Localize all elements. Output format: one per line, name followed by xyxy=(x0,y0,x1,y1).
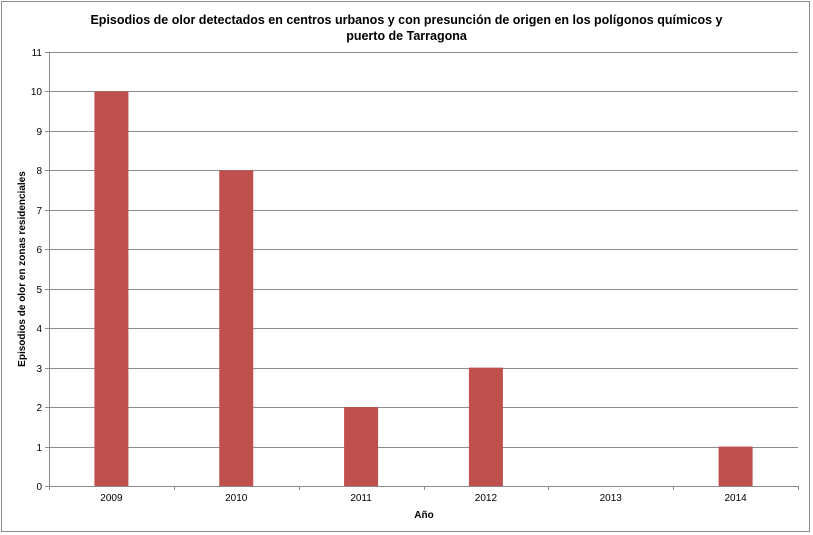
x-tick-label: 2014 xyxy=(724,493,747,504)
x-axis-title: Año xyxy=(414,510,433,521)
y-tick-label: 1 xyxy=(36,443,42,454)
bar xyxy=(344,407,379,486)
x-tick-label: 2010 xyxy=(225,493,248,504)
y-tick-label: 7 xyxy=(36,206,42,217)
chart-title: Episodios de olor detectados en centros … xyxy=(0,12,813,44)
y-tick-label: 2 xyxy=(36,403,42,414)
y-tick-label: 8 xyxy=(36,166,42,177)
bars xyxy=(94,91,753,487)
x-tick-labels: 2009 2010 2011 2012 2013 2014 xyxy=(100,493,747,504)
x-tick-label: 2009 xyxy=(100,493,123,504)
chart-title-line-1: Episodios de olor detectados en centros … xyxy=(90,13,723,27)
y-tick-label: 5 xyxy=(36,285,42,296)
bar xyxy=(468,367,503,486)
chart-title-line-2: puerto de Tarragona xyxy=(346,29,467,43)
y-tick-labels: 0 1 2 3 4 5 6 7 8 9 10 11 xyxy=(31,48,43,493)
y-tick-label: 3 xyxy=(36,364,42,375)
x-tick-label: 2013 xyxy=(600,493,623,504)
bar xyxy=(219,170,254,486)
x-tick-label: 2011 xyxy=(350,493,372,504)
y-axis-title: Episodios de olor en zonas residenciales xyxy=(17,171,28,367)
y-tick-label: 9 xyxy=(36,127,42,138)
y-tick-label: 4 xyxy=(36,324,42,335)
bar xyxy=(94,91,129,487)
y-tick-label: 10 xyxy=(31,87,43,98)
axes xyxy=(49,52,798,487)
bar xyxy=(718,446,753,486)
y-tick-label: 6 xyxy=(36,245,42,256)
gridlines xyxy=(45,52,799,490)
y-tick-label: 11 xyxy=(32,48,43,59)
x-tick-label: 2012 xyxy=(475,493,498,504)
y-tick-label: 0 xyxy=(36,482,42,493)
